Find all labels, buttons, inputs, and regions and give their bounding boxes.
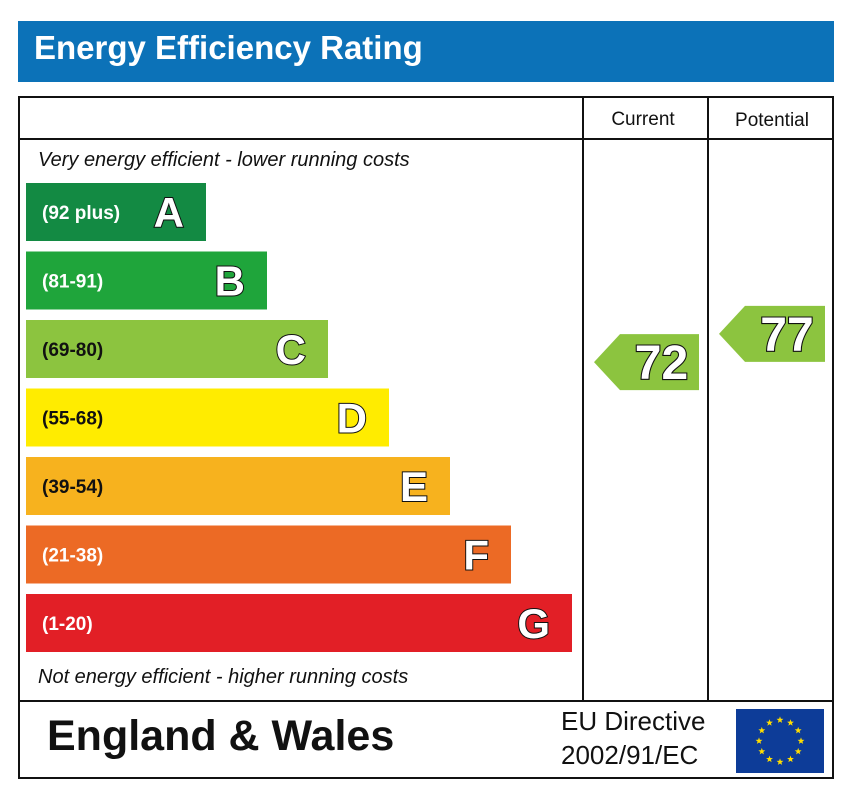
potential-pointer-shape bbox=[719, 305, 825, 362]
potential-column-label: Potential bbox=[735, 110, 809, 131]
eu-star-icon bbox=[794, 726, 802, 734]
band-bar-d bbox=[26, 388, 389, 447]
band-bar-c bbox=[26, 320, 328, 378]
potential-rating-value: 77 bbox=[760, 309, 813, 362]
rating-bands: (92 plus) A (81-91) B (69-80) C (55-68) D (39-54… bbox=[26, 183, 572, 652]
band-bar-a bbox=[26, 183, 206, 241]
band-range-e: (39-54) bbox=[42, 477, 103, 498]
eu-star-icon bbox=[776, 716, 784, 723]
rating-header: Energy Efficiency Rating bbox=[18, 21, 834, 82]
band-d: (55-68) D bbox=[26, 388, 389, 447]
page-title: Energy Efficiency Rating bbox=[34, 29, 423, 66]
current-rating-value: 72 bbox=[635, 337, 688, 390]
eu-star-icon bbox=[797, 737, 805, 744]
band-letter-c: C bbox=[276, 326, 306, 373]
rating-pointers: 72 77 bbox=[594, 305, 825, 391]
band-letter-a: A bbox=[154, 189, 184, 236]
top-caption: Very energy efficient - lower running co… bbox=[38, 149, 410, 171]
current-rating-pointer: 72 bbox=[594, 334, 699, 391]
current-column-label: Current bbox=[611, 109, 675, 130]
eu-star-icon bbox=[766, 755, 773, 763]
band-range-f: (21-38) bbox=[42, 546, 103, 567]
eu-stars bbox=[755, 716, 805, 765]
band-g: (1-20) G bbox=[26, 594, 572, 652]
eu-star-icon bbox=[787, 719, 794, 726]
band-bar-f bbox=[26, 525, 511, 584]
eu-star-icon bbox=[794, 747, 802, 755]
eu-star-icon bbox=[787, 755, 794, 763]
eu-star-icon bbox=[758, 726, 766, 734]
eu-directive-line1: EU Directive bbox=[561, 706, 706, 736]
eu-directive: EU Directive 2002/91/EC bbox=[561, 704, 705, 772]
eu-star-icon bbox=[755, 737, 763, 744]
band-a: (92 plus) A bbox=[26, 183, 206, 241]
band-letter-g: G bbox=[517, 600, 550, 647]
eu-star-icon bbox=[776, 758, 784, 765]
eu-star-icon bbox=[758, 747, 766, 755]
potential-rating-pointer: 77 bbox=[719, 305, 825, 363]
band-f: (21-38) F bbox=[26, 525, 511, 584]
band-e: (39-54) E bbox=[26, 457, 450, 515]
eu-star-icon bbox=[766, 719, 773, 726]
band-range-d: (55-68) bbox=[42, 409, 103, 430]
band-b: (81-91) B bbox=[26, 251, 267, 310]
eu-directive-line2: 2002/91/EC bbox=[561, 740, 699, 770]
band-range-g: (1-20) bbox=[42, 614, 93, 635]
chart-frame bbox=[18, 96, 834, 779]
region-label: England & Wales bbox=[47, 712, 395, 760]
band-bar-g bbox=[26, 594, 572, 652]
current-pointer-shape bbox=[594, 334, 699, 391]
band-letter-d: D bbox=[337, 395, 367, 442]
band-bar-b bbox=[26, 251, 267, 310]
bottom-caption: Not energy efficient - higher running co… bbox=[38, 666, 408, 688]
eu-flag-icon bbox=[736, 709, 824, 773]
band-range-a: (92 plus) bbox=[42, 203, 120, 224]
band-range-b: (81-91) bbox=[42, 272, 103, 293]
band-letter-f: F bbox=[463, 532, 489, 579]
band-range-c: (69-80) bbox=[42, 340, 103, 361]
band-letter-e: E bbox=[400, 463, 428, 510]
band-bar-e bbox=[26, 457, 450, 515]
band-c: (69-80) C bbox=[26, 320, 328, 378]
band-letter-b: B bbox=[215, 258, 245, 305]
